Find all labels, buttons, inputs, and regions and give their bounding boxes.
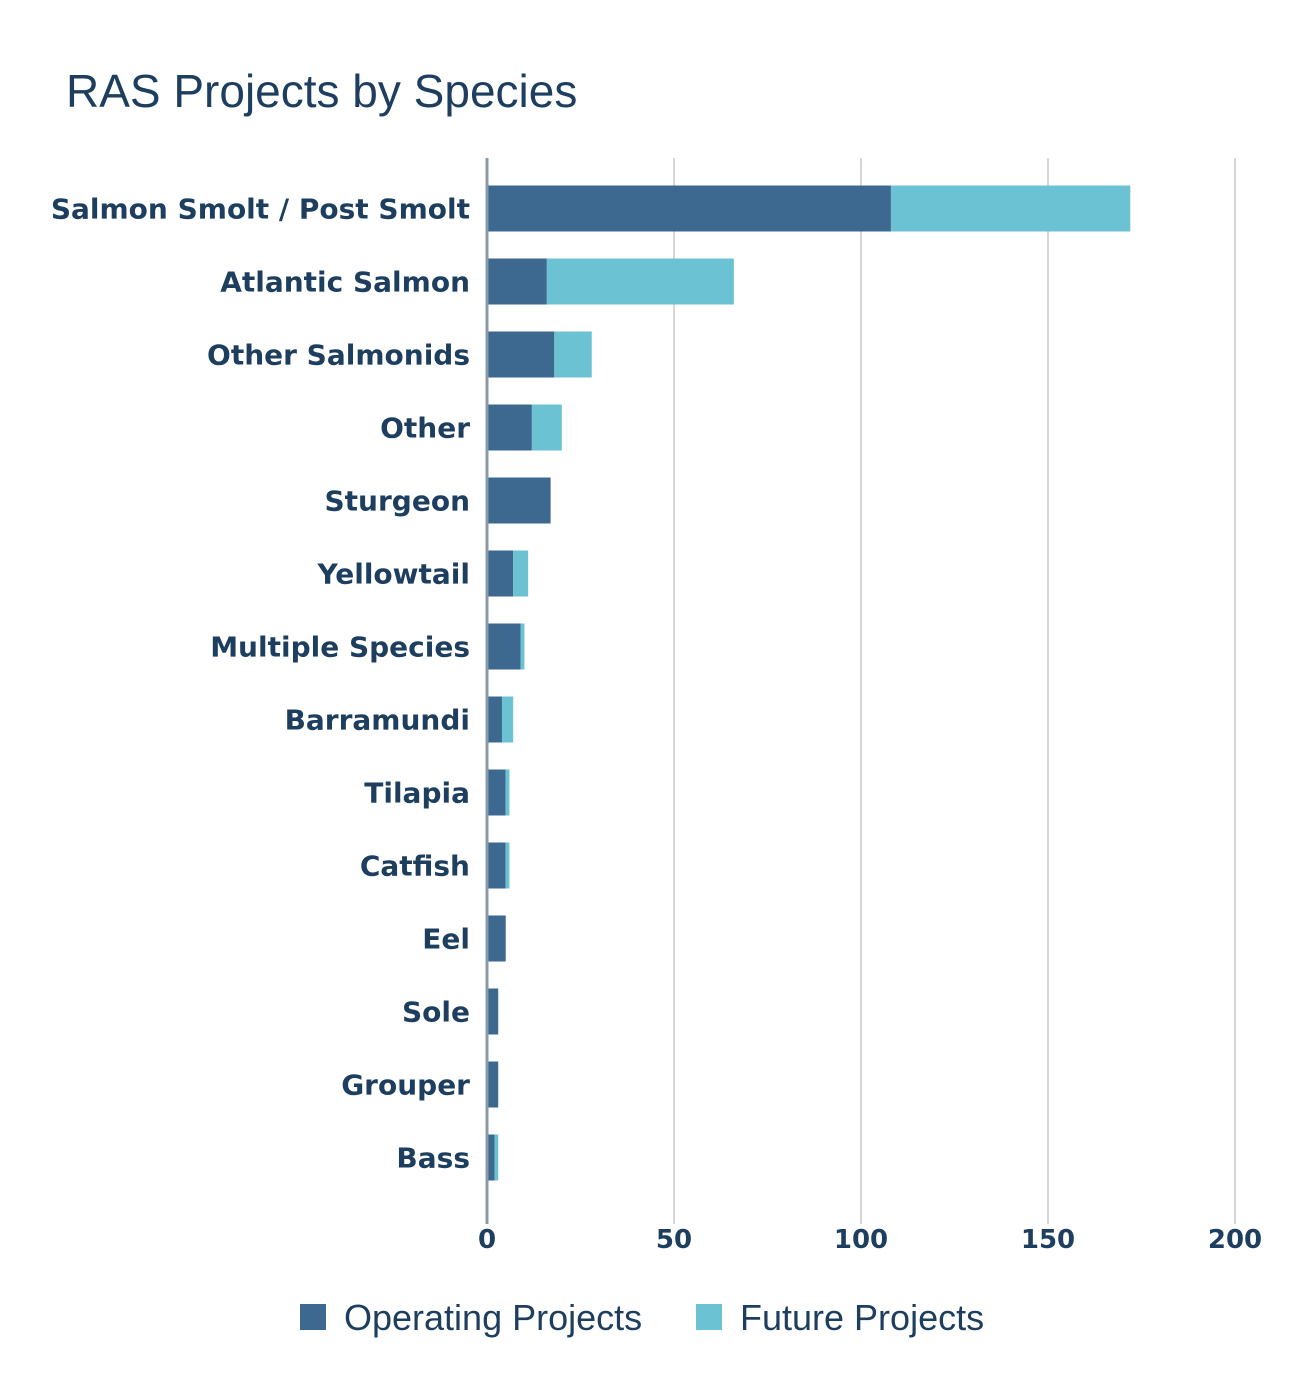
category-label: Other Salmonids (207, 339, 470, 372)
category-label: Bass (396, 1142, 470, 1175)
x-tick-label: 200 (1208, 1225, 1262, 1255)
bar-future (531, 404, 562, 451)
bar-operating (487, 623, 521, 670)
x-tick-label: 50 (656, 1225, 692, 1255)
bar-future (520, 623, 525, 670)
bar-future (494, 1134, 499, 1181)
x-tick-label: 100 (834, 1225, 888, 1255)
bar-future (554, 331, 592, 378)
bar-operating (487, 915, 506, 962)
bar-operating (487, 842, 506, 889)
category-label: Catfish (360, 850, 470, 883)
legend-swatch (300, 1304, 326, 1330)
x-tick-label: 0 (478, 1225, 496, 1255)
bar-operating (487, 477, 551, 524)
category-label: Grouper (341, 1069, 470, 1102)
category-label: Salmon Smolt / Post Smolt (51, 193, 470, 226)
legend-label: Future Projects (740, 1297, 984, 1338)
bar-operating (487, 988, 499, 1035)
legend-swatch (696, 1304, 722, 1330)
bar-operating (487, 550, 514, 597)
bar-operating (487, 404, 532, 451)
bar-future (890, 185, 1131, 232)
bar-operating (487, 1061, 499, 1108)
bar-operating (487, 331, 555, 378)
bar-operating (487, 258, 547, 305)
bar-future (505, 769, 510, 816)
bar-operating (487, 769, 506, 816)
category-label: Multiple Species (210, 631, 470, 664)
category-label: Other (380, 412, 470, 445)
category-label: Yellowtail (317, 558, 470, 591)
category-label: Tilapia (364, 777, 470, 810)
category-label: Sole (402, 996, 470, 1029)
category-label: Barramundi (285, 704, 470, 737)
bar-operating (487, 696, 502, 743)
bar-operating (487, 185, 891, 232)
chart-title: RAS Projects by Species (66, 65, 578, 117)
bar-future (513, 550, 529, 597)
category-label: Eel (422, 923, 470, 956)
x-tick-label: 150 (1021, 1225, 1075, 1255)
bar-future (546, 258, 734, 305)
legend-label: Operating Projects (344, 1297, 642, 1338)
bar-future (501, 696, 514, 743)
bar-future (505, 842, 510, 889)
bar-operating (487, 1134, 495, 1181)
category-label: Sturgeon (325, 485, 471, 518)
category-label: Atlantic Salmon (220, 266, 470, 299)
